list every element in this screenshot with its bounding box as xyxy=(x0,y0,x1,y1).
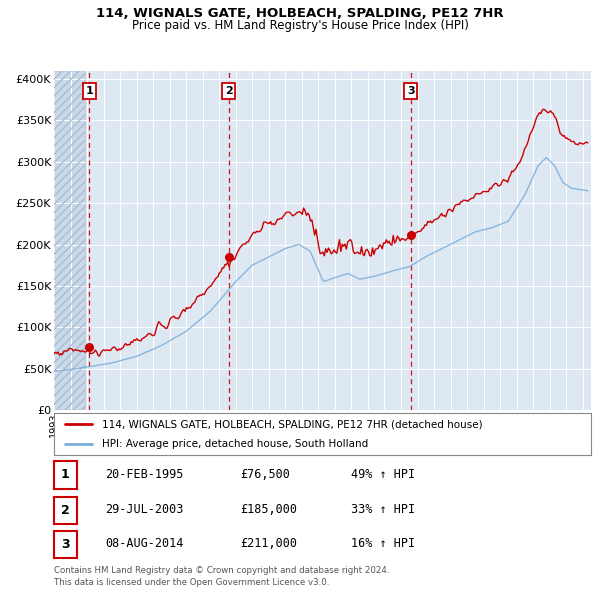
Text: Contains HM Land Registry data © Crown copyright and database right 2024.
This d: Contains HM Land Registry data © Crown c… xyxy=(54,566,389,587)
Text: 2: 2 xyxy=(225,86,233,96)
Text: 16% ↑ HPI: 16% ↑ HPI xyxy=(351,537,415,550)
Text: £185,000: £185,000 xyxy=(240,503,297,516)
Text: 114, WIGNALS GATE, HOLBEACH, SPALDING, PE12 7HR (detached house): 114, WIGNALS GATE, HOLBEACH, SPALDING, P… xyxy=(103,419,483,430)
Bar xyxy=(54,71,85,410)
Text: 1: 1 xyxy=(85,86,93,96)
Text: £211,000: £211,000 xyxy=(240,537,297,550)
Text: HPI: Average price, detached house, South Holland: HPI: Average price, detached house, Sout… xyxy=(103,439,368,449)
Text: Price paid vs. HM Land Registry's House Price Index (HPI): Price paid vs. HM Land Registry's House … xyxy=(131,19,469,32)
Text: 33% ↑ HPI: 33% ↑ HPI xyxy=(351,503,415,516)
Text: 08-AUG-2014: 08-AUG-2014 xyxy=(105,537,184,550)
Text: 2: 2 xyxy=(61,504,70,517)
Text: 3: 3 xyxy=(61,538,70,551)
Bar xyxy=(54,71,85,410)
Text: 3: 3 xyxy=(407,86,415,96)
Text: 114, WIGNALS GATE, HOLBEACH, SPALDING, PE12 7HR: 114, WIGNALS GATE, HOLBEACH, SPALDING, P… xyxy=(96,7,504,20)
Text: 20-FEB-1995: 20-FEB-1995 xyxy=(105,468,184,481)
Text: £76,500: £76,500 xyxy=(240,468,290,481)
Text: 49% ↑ HPI: 49% ↑ HPI xyxy=(351,468,415,481)
Text: 29-JUL-2003: 29-JUL-2003 xyxy=(105,503,184,516)
Text: 1: 1 xyxy=(61,468,70,481)
